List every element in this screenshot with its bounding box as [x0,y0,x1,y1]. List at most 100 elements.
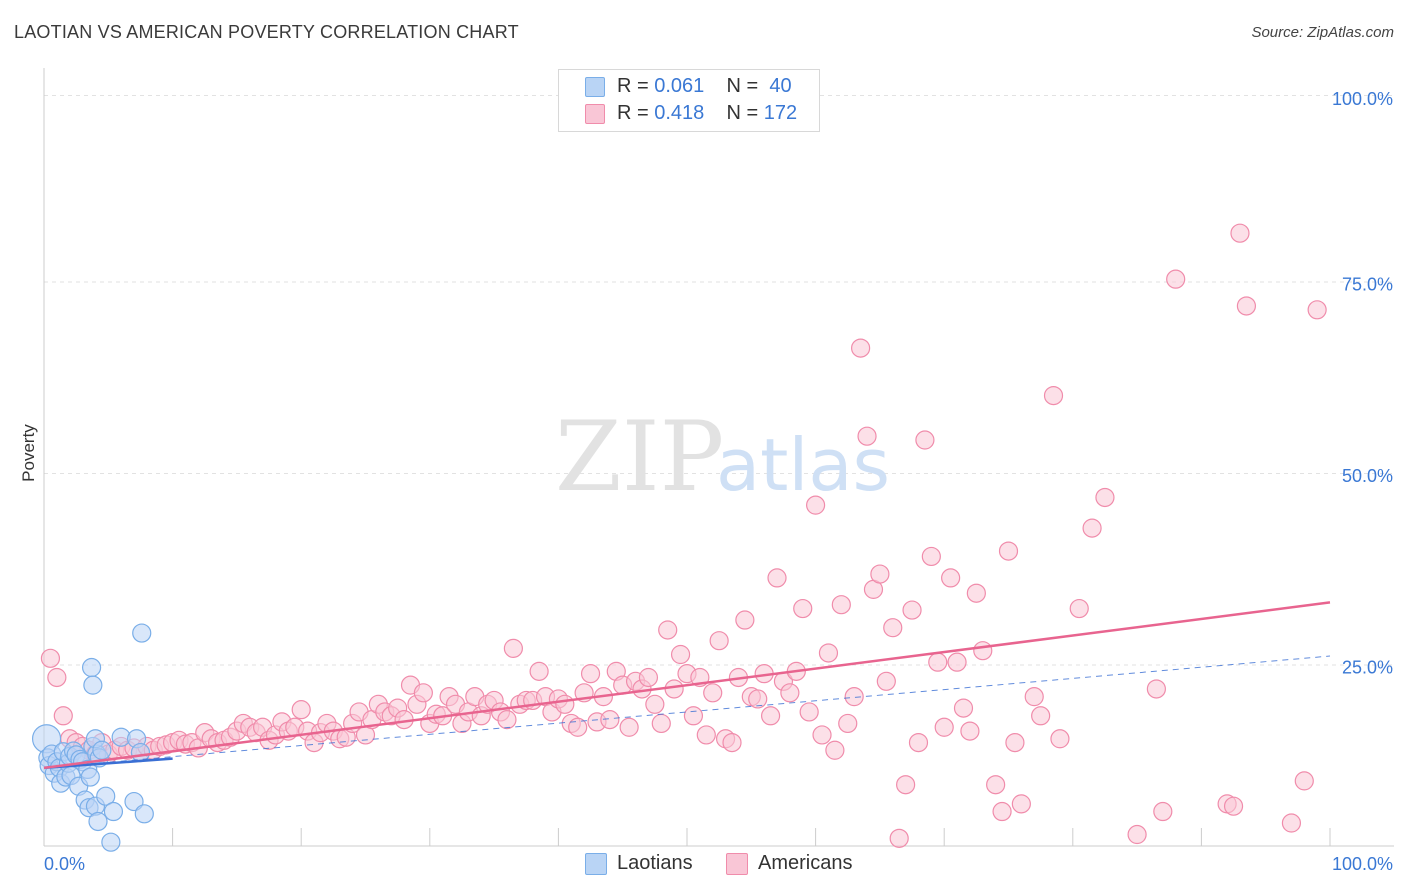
laotian-point [80,767,100,787]
laotian-point [96,786,116,806]
laotian-point [134,804,154,824]
laotian-point [92,740,112,760]
american-point [600,710,620,730]
watermark: ZIP atlas [555,401,890,513]
axes [43,68,1394,847]
american-point [1307,300,1327,320]
american-point [928,652,948,672]
american-point [722,732,742,753]
y-tick-label: 100.0% [1332,89,1393,109]
american-point [902,600,922,620]
american-point [818,643,839,663]
american-point [413,683,433,703]
american-point [966,583,986,603]
american-point [1031,706,1051,726]
american-point [908,732,929,753]
american-point [1005,732,1025,753]
american-point [1236,296,1257,316]
american-point [767,568,787,588]
american-point [960,721,980,741]
american-point [291,700,311,720]
american-point [915,430,935,450]
x-tick-labels: 0.0% 100.0% [44,854,1393,874]
y-axis-label: Poverty [19,424,38,482]
legend-r-label: R = [617,102,649,124]
laotian-point [83,675,103,695]
american-point [799,702,819,722]
american-point [1281,813,1302,833]
american-point [748,689,768,709]
american-point [1294,771,1314,791]
american-point [1223,796,1244,816]
x-tick-label: 0.0% [44,854,85,874]
legend-r-value: 0.418 [654,102,705,124]
american-point [40,648,61,668]
watermark-zip: ZIP [555,401,724,513]
laotian-point [124,791,144,812]
trend-lines [43,601,1331,770]
american-point [568,717,588,737]
american-point [831,595,851,615]
american-point [941,568,961,588]
american-point [1069,598,1089,619]
american-point [760,706,781,726]
american-point [947,652,967,672]
americans-swatch [585,104,605,124]
laotian-point [81,657,102,678]
american-point [47,667,67,688]
american-point [953,698,974,718]
american-point [619,717,639,737]
laotians-swatch [585,77,605,97]
american-point [1127,824,1147,845]
americans-legend-label: Americans [758,852,853,874]
americans-trend-line [43,601,1331,770]
american-point [670,644,691,665]
legend-r-value: 0.061 [654,75,705,97]
american-point [1146,679,1166,699]
american-point [934,717,954,737]
laotian-point [103,801,124,822]
american-point [683,706,704,726]
american-point [998,541,1019,561]
american-point [53,706,73,726]
american-point [870,564,890,584]
american-point [651,713,671,734]
american-point [889,828,909,848]
american-point [709,631,729,651]
american-point [793,598,813,619]
american-point [1082,518,1102,538]
american-point [986,775,1006,795]
legend-r-label: R = [617,75,649,97]
american-point [1095,487,1115,508]
american-point [780,683,800,703]
laotians-legend-label: Laotians [617,852,693,874]
american-point [497,710,517,730]
american-point [876,671,896,691]
american-point [703,683,723,703]
legend-n-label: N = [726,75,759,97]
american-point [555,694,575,714]
american-point [973,641,993,661]
american-point [838,713,858,734]
american-point [580,664,601,684]
american-point [1153,801,1173,822]
laotian-point [132,623,152,643]
american-point [638,667,659,688]
american-point [844,687,864,707]
american-point [857,426,877,446]
american-point [658,620,678,640]
american-point [992,801,1012,822]
y-tick-label: 75.0% [1342,275,1393,295]
y-tick-label: 50.0% [1342,466,1393,486]
american-point [645,694,665,714]
american-point [1011,794,1031,814]
laotian-point [88,811,108,832]
x-tick-label: 100.0% [1332,854,1393,874]
laotians-legend-swatch [585,853,607,875]
american-point [805,495,826,515]
american-point [896,775,916,795]
american-point [664,679,684,699]
chart-title: LAOTIAN VS AMERICAN POVERTY CORRELATION … [14,22,519,42]
american-point [921,546,941,567]
americans-series [40,223,1327,848]
